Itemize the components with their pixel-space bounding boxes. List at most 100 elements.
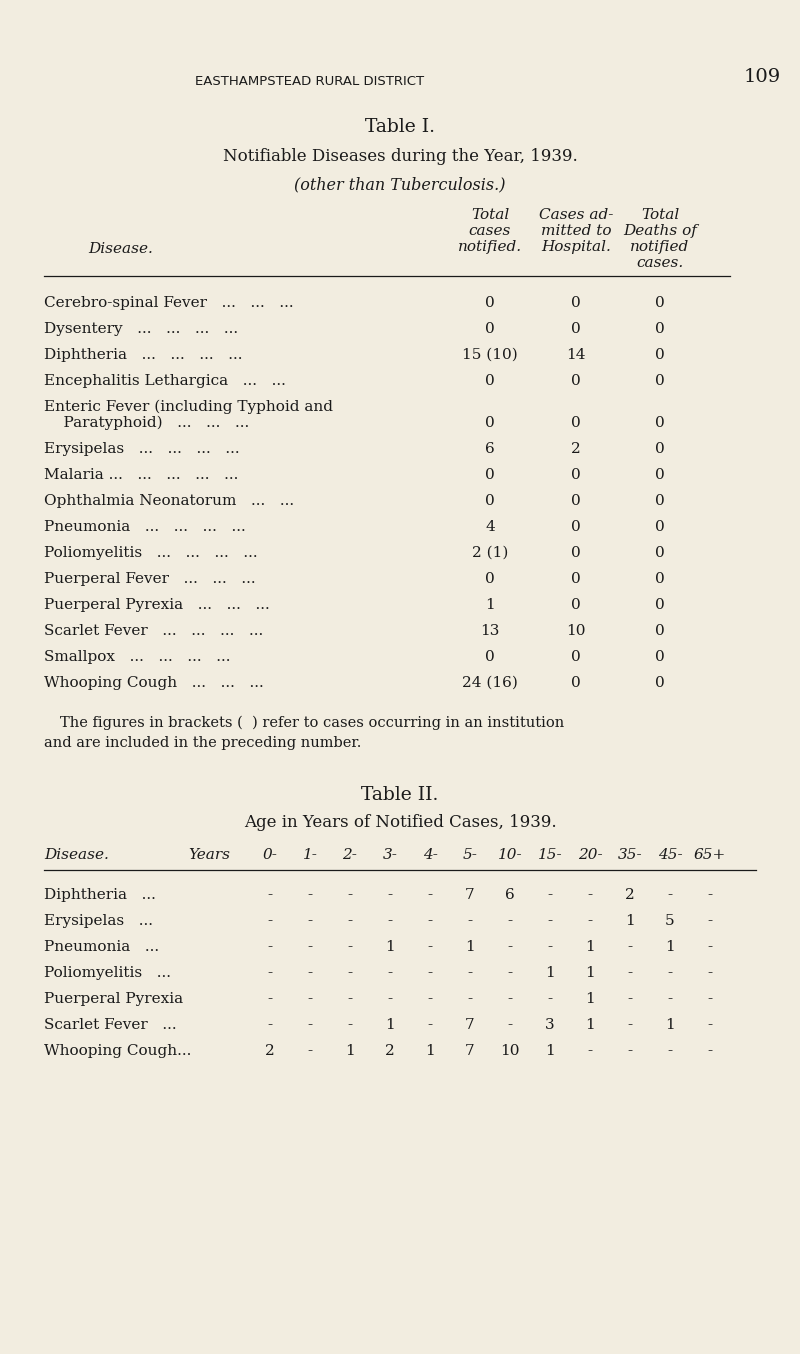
Text: 1: 1 xyxy=(585,940,595,955)
Text: 0: 0 xyxy=(571,374,581,389)
Text: -: - xyxy=(627,1018,633,1032)
Text: -: - xyxy=(427,940,433,955)
Text: 0: 0 xyxy=(655,416,665,431)
Text: Whooping Cough   ...   ...   ...: Whooping Cough ... ... ... xyxy=(44,676,264,691)
Text: 1: 1 xyxy=(585,1018,595,1032)
Text: 0: 0 xyxy=(655,650,665,663)
Text: -: - xyxy=(507,965,513,980)
Text: -: - xyxy=(387,914,393,927)
Text: -: - xyxy=(427,888,433,902)
Text: -: - xyxy=(467,992,473,1006)
Text: Pneumonia   ...   ...   ...   ...: Pneumonia ... ... ... ... xyxy=(44,520,246,533)
Text: 2 (1): 2 (1) xyxy=(472,546,508,561)
Text: 4: 4 xyxy=(485,520,495,533)
Text: Cases ad-: Cases ad- xyxy=(539,209,613,222)
Text: -: - xyxy=(707,992,713,1006)
Text: -: - xyxy=(667,965,673,980)
Text: -: - xyxy=(427,965,433,980)
Text: 0: 0 xyxy=(485,374,495,389)
Text: 1: 1 xyxy=(665,1018,675,1032)
Text: Dysentery   ...   ...   ...   ...: Dysentery ... ... ... ... xyxy=(44,322,238,336)
Text: Scarlet Fever   ...   ...   ...   ...: Scarlet Fever ... ... ... ... xyxy=(44,624,263,638)
Text: Total: Total xyxy=(471,209,509,222)
Text: Age in Years of Notified Cases, 1939.: Age in Years of Notified Cases, 1939. xyxy=(244,814,556,831)
Text: -: - xyxy=(707,965,713,980)
Text: -: - xyxy=(507,1018,513,1032)
Text: -: - xyxy=(667,888,673,902)
Text: 20-: 20- xyxy=(578,848,602,862)
Text: cases.: cases. xyxy=(636,256,684,269)
Text: -: - xyxy=(627,1044,633,1057)
Text: 0: 0 xyxy=(655,494,665,508)
Text: 2: 2 xyxy=(385,1044,395,1057)
Text: -: - xyxy=(627,940,633,955)
Text: 0: 0 xyxy=(571,650,581,663)
Text: 6: 6 xyxy=(505,888,515,902)
Text: Disease.: Disease. xyxy=(88,242,153,256)
Text: 0: 0 xyxy=(655,624,665,638)
Text: 7: 7 xyxy=(465,888,475,902)
Text: -: - xyxy=(667,992,673,1006)
Text: 24 (16): 24 (16) xyxy=(462,676,518,691)
Text: -: - xyxy=(307,1044,313,1057)
Text: notified: notified xyxy=(630,240,690,255)
Text: Table II.: Table II. xyxy=(362,787,438,804)
Text: Deaths of: Deaths of xyxy=(623,223,697,238)
Text: 3: 3 xyxy=(545,1018,555,1032)
Text: Diphtheria   ...   ...   ...   ...: Diphtheria ... ... ... ... xyxy=(44,348,242,362)
Text: 0: 0 xyxy=(655,598,665,612)
Text: -: - xyxy=(307,914,313,927)
Text: -: - xyxy=(307,992,313,1006)
Text: Puerperal Pyrexia   ...   ...   ...: Puerperal Pyrexia ... ... ... xyxy=(44,598,270,612)
Text: -: - xyxy=(307,1018,313,1032)
Text: -: - xyxy=(267,1018,273,1032)
Text: 2-: 2- xyxy=(342,848,358,862)
Text: 0: 0 xyxy=(571,416,581,431)
Text: 14: 14 xyxy=(566,348,586,362)
Text: Enteric Fever (including Typhoid and: Enteric Fever (including Typhoid and xyxy=(44,399,333,414)
Text: 0: 0 xyxy=(655,441,665,456)
Text: Hospital.: Hospital. xyxy=(541,240,611,255)
Text: Table I.: Table I. xyxy=(365,118,435,135)
Text: 0: 0 xyxy=(571,322,581,336)
Text: Puerperal Fever   ...   ...   ...: Puerperal Fever ... ... ... xyxy=(44,571,256,586)
Text: 6: 6 xyxy=(485,441,495,456)
Text: 0: 0 xyxy=(571,546,581,561)
Text: 0: 0 xyxy=(655,520,665,533)
Text: -: - xyxy=(347,965,353,980)
Text: -: - xyxy=(267,965,273,980)
Text: -: - xyxy=(627,965,633,980)
Text: -: - xyxy=(347,1018,353,1032)
Text: -: - xyxy=(587,888,593,902)
Text: and are included in the preceding number.: and are included in the preceding number… xyxy=(44,737,362,750)
Text: 15-: 15- xyxy=(538,848,562,862)
Text: Ophthalmia Neonatorum   ...   ...: Ophthalmia Neonatorum ... ... xyxy=(44,494,294,508)
Text: 1: 1 xyxy=(485,598,495,612)
Text: 1: 1 xyxy=(585,965,595,980)
Text: Scarlet Fever   ...: Scarlet Fever ... xyxy=(44,1018,177,1032)
Text: -: - xyxy=(307,940,313,955)
Text: 1: 1 xyxy=(385,1018,395,1032)
Text: 45-: 45- xyxy=(658,848,682,862)
Text: -: - xyxy=(467,965,473,980)
Text: -: - xyxy=(547,888,553,902)
Text: 2: 2 xyxy=(265,1044,275,1057)
Text: 0-: 0- xyxy=(262,848,278,862)
Text: notified.: notified. xyxy=(458,240,522,255)
Text: The figures in brackets (  ) refer to cases occurring in an institution: The figures in brackets ( ) refer to cas… xyxy=(60,716,564,730)
Text: -: - xyxy=(627,992,633,1006)
Text: Puerperal Pyrexia: Puerperal Pyrexia xyxy=(44,992,183,1006)
Text: 2: 2 xyxy=(571,441,581,456)
Text: 1-: 1- xyxy=(302,848,318,862)
Text: 0: 0 xyxy=(655,374,665,389)
Text: 5-: 5- xyxy=(462,848,478,862)
Text: Malaria ...   ...   ...   ...   ...: Malaria ... ... ... ... ... xyxy=(44,468,238,482)
Text: -: - xyxy=(467,914,473,927)
Text: 0: 0 xyxy=(485,297,495,310)
Text: EASTHAMPSTEAD RURAL DISTRICT: EASTHAMPSTEAD RURAL DISTRICT xyxy=(195,74,425,88)
Text: -: - xyxy=(347,992,353,1006)
Text: 1: 1 xyxy=(665,940,675,955)
Text: Smallpox   ...   ...   ...   ...: Smallpox ... ... ... ... xyxy=(44,650,230,663)
Text: 0: 0 xyxy=(571,297,581,310)
Text: Diphtheria   ...: Diphtheria ... xyxy=(44,888,156,902)
